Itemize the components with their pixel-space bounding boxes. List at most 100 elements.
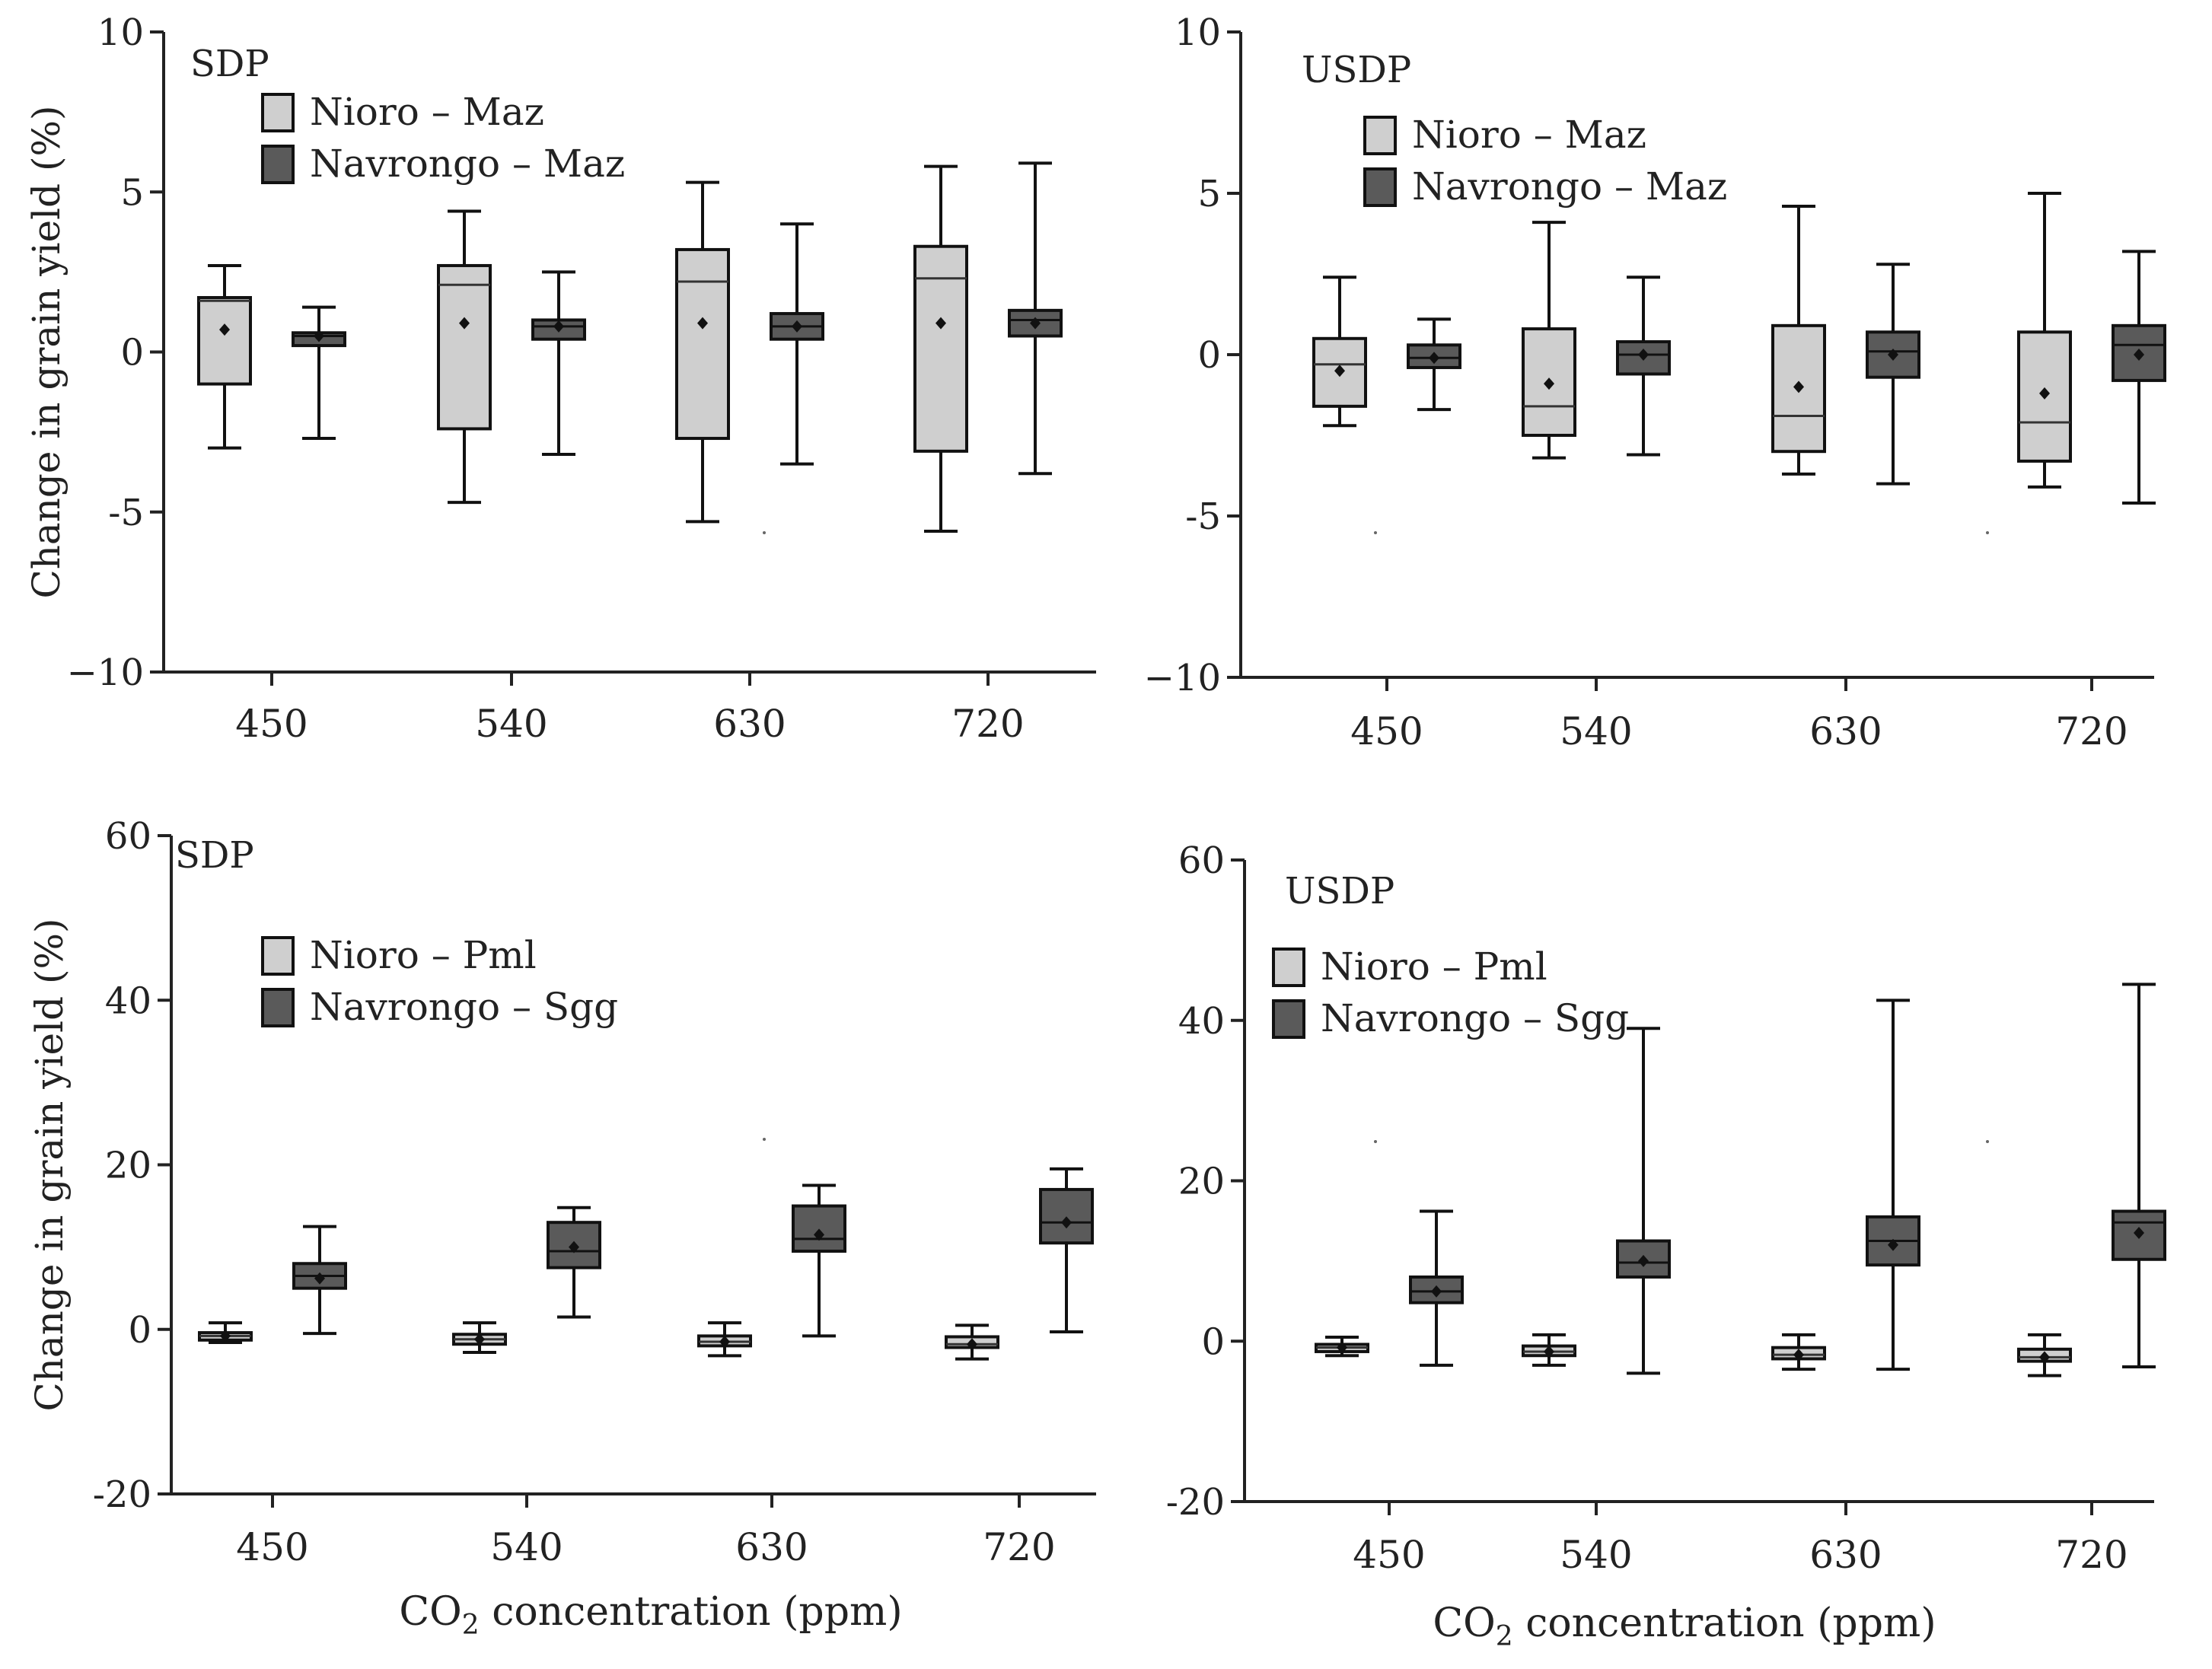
x-axis-title-left: CO2 concentration (ppm) [399,1589,902,1641]
x-tick-label: 720 [951,702,1024,746]
y-tick-label: −10 [67,651,144,694]
artifact-dot [1374,531,1377,534]
legend-swatch [261,145,295,184]
mean-marker [719,1335,730,1348]
panel-bottom-right: -20 0 20 40 60 450 540 630 720 USDP Nioro – Pml Nav… [1166,839,2166,1577]
mean-marker [814,1228,824,1241]
legend-swatch [261,988,295,1027]
y-tick-label: -5 [1185,495,1221,538]
mean-marker [697,317,708,330]
x-tick-label: 630 [1809,1533,1882,1577]
y-tick-label: 10 [97,11,144,54]
mean-marker [1334,365,1345,377]
x-axis-title-right: CO2 concentration (ppm) [1433,1601,1936,1652]
box [1312,336,1367,408]
legend-swatch [1363,116,1397,155]
x-tick-label: 450 [235,702,308,746]
mean-marker [2134,349,2144,361]
legend-label: Nioro – Maz [1412,113,1646,157]
legend-label: Nioro – Pml [1321,944,1547,989]
mean-marker [220,1330,231,1343]
legend-label: Navrongo – Sgg [310,985,618,1029]
y-tick-label: 40 [1178,1000,1225,1043]
artifact-dot [1986,531,1989,534]
mean-marker [569,1241,579,1253]
legend-swatch [261,936,295,976]
mean-marker [2134,1226,2144,1239]
artifact-dot [763,531,766,534]
panel-label: USDP [1302,49,1411,91]
legend-swatch [1272,948,1305,987]
mean-marker [967,1338,977,1351]
x-tick-label: 720 [2055,1533,2128,1577]
y-tick-label: 0 [120,332,144,374]
x-tick-label: 630 [735,1525,808,1569]
x-tick-label: 540 [475,702,547,746]
box [437,263,492,431]
panel-bottom-left: -20 0 20 40 60 450 540 630 720 Change in grain yi… [27,815,1096,1569]
legend-label: Nioro – Maz [310,90,544,134]
x-tick-label: 540 [1560,709,1632,753]
mean-marker [1888,349,1898,361]
y-tick-label: 5 [1197,173,1221,215]
y-tick-label: 0 [128,1309,151,1352]
artifact-dot [1986,1140,1989,1143]
mean-marker [1337,1341,1347,1354]
x-tick-label: 720 [2055,709,2128,753]
x-tick-label: 540 [1560,1533,1632,1577]
x-tick-label: 720 [983,1525,1055,1569]
mean-marker [1061,1216,1072,1229]
y-axis-title: Change in grain yield (%) [24,105,69,598]
mean-marker [553,320,564,333]
y-tick-label: 60 [1178,839,1225,882]
y-axis-title: Change in grain yield (%) [27,918,72,1411]
mean-marker [1638,1254,1649,1267]
y-tick-label: 5 [120,171,144,214]
box [1771,323,1826,454]
y-tick-label: -20 [93,1473,151,1516]
mean-marker [1544,377,1554,390]
x-tick-label: 450 [1350,709,1423,753]
x-tick-label: 450 [1353,1533,1425,1577]
mean-marker [314,1272,325,1285]
panel-label: SDP [175,834,254,877]
x-tick-label: 630 [1809,709,1882,753]
box [913,244,968,453]
mean-marker [1638,349,1649,361]
legend-swatch [261,93,295,132]
y-tick-label: 0 [1201,1320,1225,1363]
y-tick-label: 60 [105,815,151,858]
y-tick-label: 0 [1197,334,1221,377]
mean-marker [1793,1349,1804,1362]
box [1039,1187,1094,1245]
legend-label: Nioro – Pml [310,933,537,977]
mean-marker [2039,387,2050,400]
panel-label: USDP [1285,870,1394,913]
box [2112,323,2166,382]
box [675,247,730,441]
legend-label: Navrongo – Sgg [1321,996,1629,1040]
legend-label: Navrongo – Maz [310,142,625,186]
y-tick-label: 40 [105,979,151,1022]
legend-swatch [1272,999,1305,1039]
y-tick-label: -5 [108,492,144,534]
box [197,296,252,386]
panel-top-left: −10 -5 0 5 10 450 540 630 720 Change in grain yie… [24,11,1096,746]
mean-marker [1030,317,1041,330]
mean-marker [1544,1345,1554,1358]
y-tick-label: -20 [1166,1481,1225,1524]
mean-marker [1431,1285,1442,1298]
artifact-dot [763,1138,766,1141]
x-tick-label: 630 [713,702,786,746]
y-tick-label: 20 [105,1145,151,1187]
mean-marker [474,1333,485,1346]
legend-label: Navrongo – Maz [1412,164,1727,209]
mean-marker [792,320,802,333]
y-tick-label: −10 [1144,657,1221,699]
y-tick-label: 20 [1178,1161,1225,1203]
x-tick-label: 540 [490,1525,563,1569]
mean-marker [459,317,470,330]
mean-marker [1793,381,1804,393]
